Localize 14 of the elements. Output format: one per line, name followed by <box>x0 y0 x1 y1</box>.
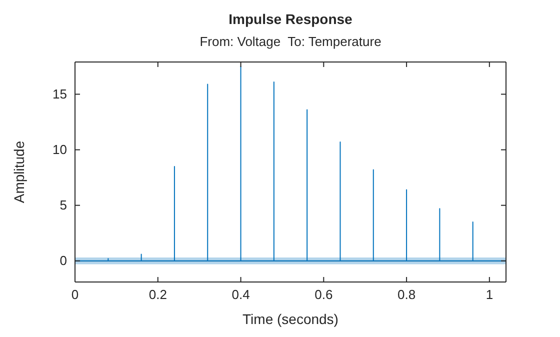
y-tick-label: 15 <box>52 86 67 102</box>
x-tick-label: 0.6 <box>314 287 333 302</box>
x-tick-label: 0.2 <box>148 287 167 302</box>
x-tick-label: 0 <box>71 287 79 302</box>
x-tick-label: 1 <box>486 287 494 302</box>
y-axis-title: Amplitude <box>11 140 27 204</box>
chart-title: Impulse Response <box>228 11 353 27</box>
y-tick-label: 10 <box>52 142 67 157</box>
y-tick-label: 0 <box>60 253 67 268</box>
x-tick-label: 0.4 <box>232 287 250 302</box>
chart-subtitle: From: Voltage To: Temperature <box>200 34 382 49</box>
x-tick-label: 0.8 <box>398 287 416 302</box>
x-axis-title: Time (seconds) <box>242 311 338 327</box>
y-tick-label: 5 <box>60 197 67 212</box>
